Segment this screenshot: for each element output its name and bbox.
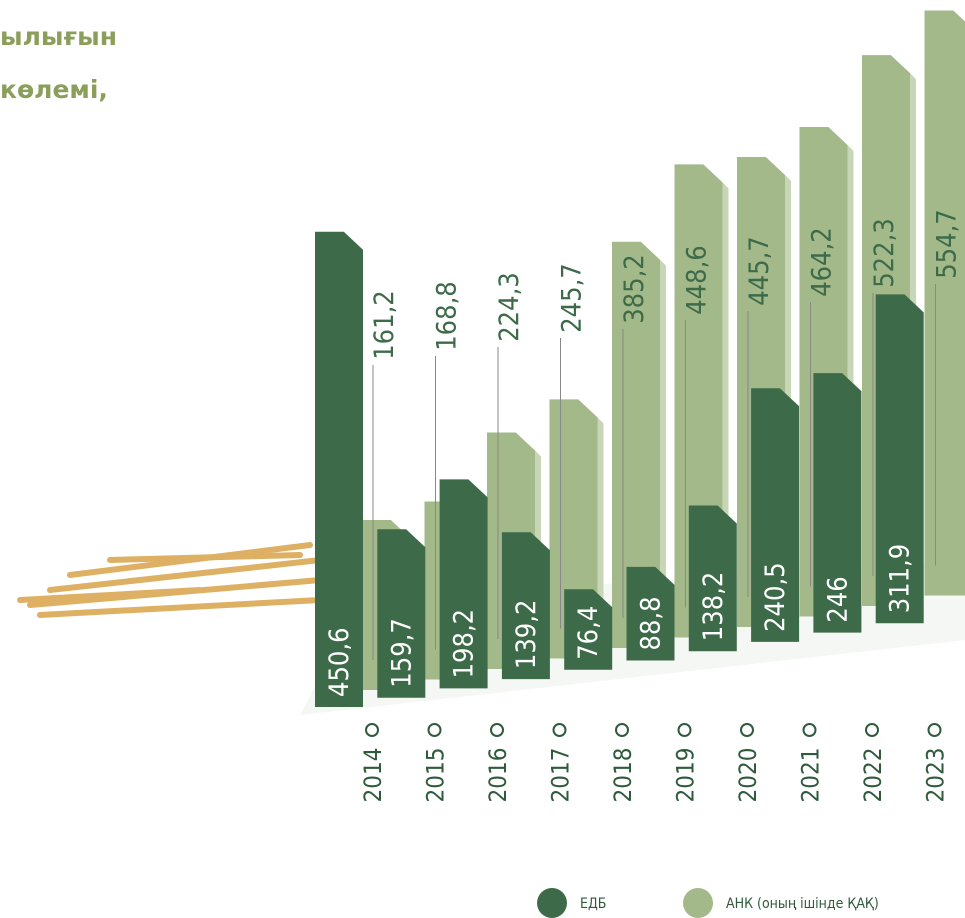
x-tick-label: 2022 [859,748,887,803]
year-marker [490,723,504,737]
bar [612,241,660,648]
value-label: 168,8 [432,281,463,351]
value-label: 138,2 [698,572,729,642]
value-label: 450,6 [324,627,355,697]
x-tick-label: 2021 [797,748,825,803]
x-tick-label: 2015 [422,748,450,803]
year-marker [677,723,692,737]
legend-label: ЕДБ [580,896,606,912]
year-marker [740,723,754,737]
bar-side [660,259,666,648]
x-tick-label: 2014 [359,748,387,803]
value-label: 240,5 [760,562,791,632]
x-tick-label: 2023 [922,748,950,803]
year-marker [927,723,942,737]
value-label: 224,3 [494,272,525,342]
x-tick-label: 2019 [672,748,700,803]
legend-swatch [683,888,713,918]
year-marker [802,723,817,737]
value-label: 385,2 [619,254,650,324]
value-label: 88,8 [636,596,667,650]
value-label: 445,7 [744,236,775,306]
x-tick-label: 2018 [609,748,637,803]
bar [688,505,737,652]
value-label: 161,2 [369,290,400,360]
legend-swatch [537,888,567,918]
bar [564,589,613,670]
bar [813,373,862,633]
bar [924,10,965,596]
year-marker [552,723,567,737]
value-label: 448,6 [682,245,713,315]
value-label: 159,7 [386,618,417,688]
bar [377,529,426,698]
value-label: 522,3 [869,218,900,288]
year-marker [365,723,379,737]
value-label: 464,2 [807,227,838,297]
bar [875,294,924,624]
value-label: 198,2 [449,609,480,679]
bar [751,388,800,642]
title-line: көлемі, [0,75,108,104]
bar [626,566,675,661]
bar [315,231,363,707]
year-marker [615,723,629,737]
value-label: 554,7 [932,209,963,279]
value-label: 246 [822,576,853,622]
year-marker [427,723,442,737]
bar [439,479,488,689]
title-line: ылығын [0,22,117,51]
x-tick-label: 2016 [484,748,512,803]
bar [501,532,550,680]
legend-label: АНК (оның ішінде ҚАҚ) [726,896,879,912]
year-marker [865,723,879,737]
x-tick-label: 2017 [547,748,575,803]
value-label: 311,9 [885,544,916,614]
value-label: 76,4 [573,606,604,660]
x-tick-label: 2020 [734,748,762,803]
wheat-decoration [17,542,323,618]
value-label: 245,7 [557,263,588,333]
value-label: 139,2 [511,600,542,670]
